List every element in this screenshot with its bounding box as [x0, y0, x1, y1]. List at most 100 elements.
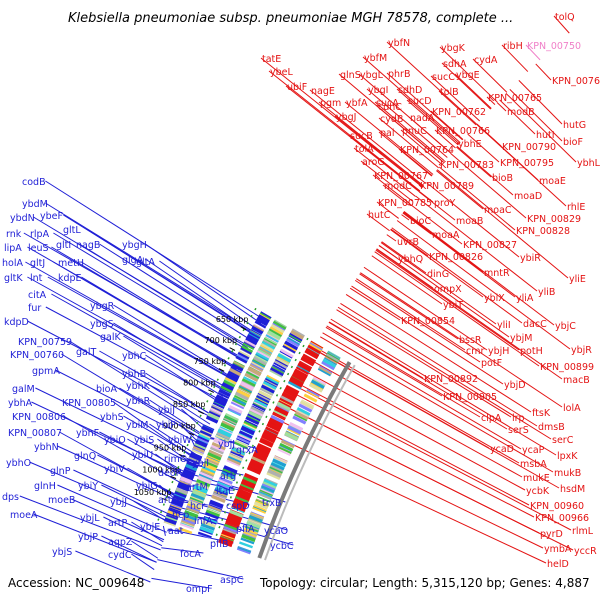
cds-feature	[287, 336, 301, 346]
annotation-feature	[193, 487, 208, 495]
kbp-tick-mark	[179, 453, 186, 458]
annotation-feature	[181, 518, 196, 525]
reverse-feature	[236, 353, 249, 361]
inner-feature	[273, 456, 288, 464]
forward-feature	[221, 529, 236, 538]
reverse-leader-line	[145, 372, 214, 417]
reverse-feature	[217, 391, 230, 399]
forward-leader-line	[345, 294, 532, 413]
annotation-feature	[187, 499, 203, 509]
reverse-leader-line	[99, 431, 188, 479]
forward-leader-line	[283, 404, 574, 551]
inner-feature	[321, 361, 335, 370]
gene-label-forward: ybhQ	[398, 254, 423, 265]
forward-leader-line	[408, 116, 452, 154]
annotation-feature	[206, 454, 221, 462]
reverse-feature	[178, 480, 191, 487]
reverse-leader-line	[145, 258, 256, 335]
gene-label-reverse: dps	[2, 492, 19, 503]
gene-label-forward: KPN_00766	[436, 126, 490, 137]
kbp-ticks: 650 kbp 700 kbp 750 kbp 800 kbp 850 kbp 900 k…	[134, 315, 249, 501]
forward-leader-line	[439, 46, 498, 103]
forward-leader-line	[390, 228, 429, 257]
inner-feature	[294, 411, 309, 420]
forward-leader-line	[381, 241, 427, 274]
reverse-feature	[189, 452, 202, 461]
forward-feature	[290, 376, 304, 385]
gene-label-reverse: ybiS	[134, 435, 154, 446]
annotation-feature	[260, 343, 274, 352]
annotation-feature	[230, 401, 245, 410]
forward-feature	[273, 409, 287, 418]
inner-feature	[260, 488, 274, 495]
inner-feature	[257, 492, 272, 501]
inner-feature	[305, 390, 319, 399]
forward-feature	[241, 479, 256, 488]
annotation-feature	[238, 386, 252, 395]
reverse-feature	[185, 465, 197, 472]
forward-feature	[248, 463, 263, 472]
kbp-tick-label: 650 kbp	[216, 315, 249, 324]
reverse-feature	[252, 324, 265, 332]
reverse-leader-line	[127, 438, 189, 475]
forward-feature	[227, 514, 242, 523]
gene-label-reverse: ybiJ	[158, 405, 175, 416]
forward-leader-line	[269, 433, 547, 564]
forward-leader-line	[334, 115, 424, 188]
annotation-feature	[227, 407, 242, 416]
forward-leader-line	[366, 88, 448, 158]
forward-feature	[220, 533, 235, 540]
gene-label-reverse: glnH	[34, 481, 56, 492]
annotation-feature	[199, 471, 214, 480]
reverse-leader-line	[63, 415, 185, 486]
forward-feature	[309, 342, 323, 352]
annotation-feature	[235, 391, 249, 401]
gene-label-reverse: glgA	[122, 255, 144, 266]
reverse-leader-line	[131, 540, 159, 559]
annotation-feature	[253, 355, 268, 366]
gene-label-reverse: ybdM	[22, 199, 48, 210]
gene-label-forward: sucD	[408, 96, 432, 107]
forward-feature	[272, 412, 286, 421]
forward-leader-line	[450, 153, 527, 219]
annotation-feature	[180, 521, 195, 528]
annotation-feature	[190, 495, 204, 503]
cds-feature	[255, 396, 269, 404]
forward-feature	[218, 537, 234, 546]
gene-label-forward: sucB	[350, 131, 373, 142]
annotation-feature	[250, 362, 264, 371]
forward-leader-line	[374, 101, 445, 162]
gene-label-reverse: galT	[76, 347, 96, 358]
forward-leader-line	[418, 184, 423, 189]
reverse-leader-line	[113, 322, 227, 391]
annotation-feature	[246, 370, 260, 379]
forward-feature	[260, 437, 274, 445]
reverse-feature	[195, 439, 208, 447]
cds-feature	[257, 392, 271, 401]
forward-leader-line	[415, 195, 538, 292]
inner-feature	[247, 518, 262, 526]
forward-leader-line	[505, 92, 577, 163]
forward-feature	[280, 395, 294, 405]
annotation-feature	[205, 458, 219, 466]
annotation-feature	[232, 398, 246, 407]
map-title: Klebsiella pneumoniae subsp. pneumoniae …	[68, 11, 513, 26]
gene-label-forward: KPN_00828	[516, 226, 570, 237]
reverse-feature	[208, 410, 221, 418]
forward-leader-line	[456, 146, 492, 178]
gene-label-forward: moaE	[539, 176, 566, 187]
gene-label-forward: clpA	[481, 413, 502, 424]
forward-leader-line	[328, 321, 508, 430]
reverse-feature	[255, 318, 268, 327]
forward-leader-line	[553, 15, 570, 34]
forward-feature	[256, 445, 271, 454]
gene-label-reverse: ybiM	[126, 420, 149, 431]
gene-label-reverse: aat	[168, 526, 184, 537]
forward-leader-line	[390, 229, 484, 298]
cds-feature	[232, 446, 246, 454]
forward-feature	[264, 426, 279, 436]
inner-feature	[292, 415, 307, 425]
gene-label-forward: rhlE	[567, 202, 585, 213]
inner-feature	[246, 520, 261, 529]
